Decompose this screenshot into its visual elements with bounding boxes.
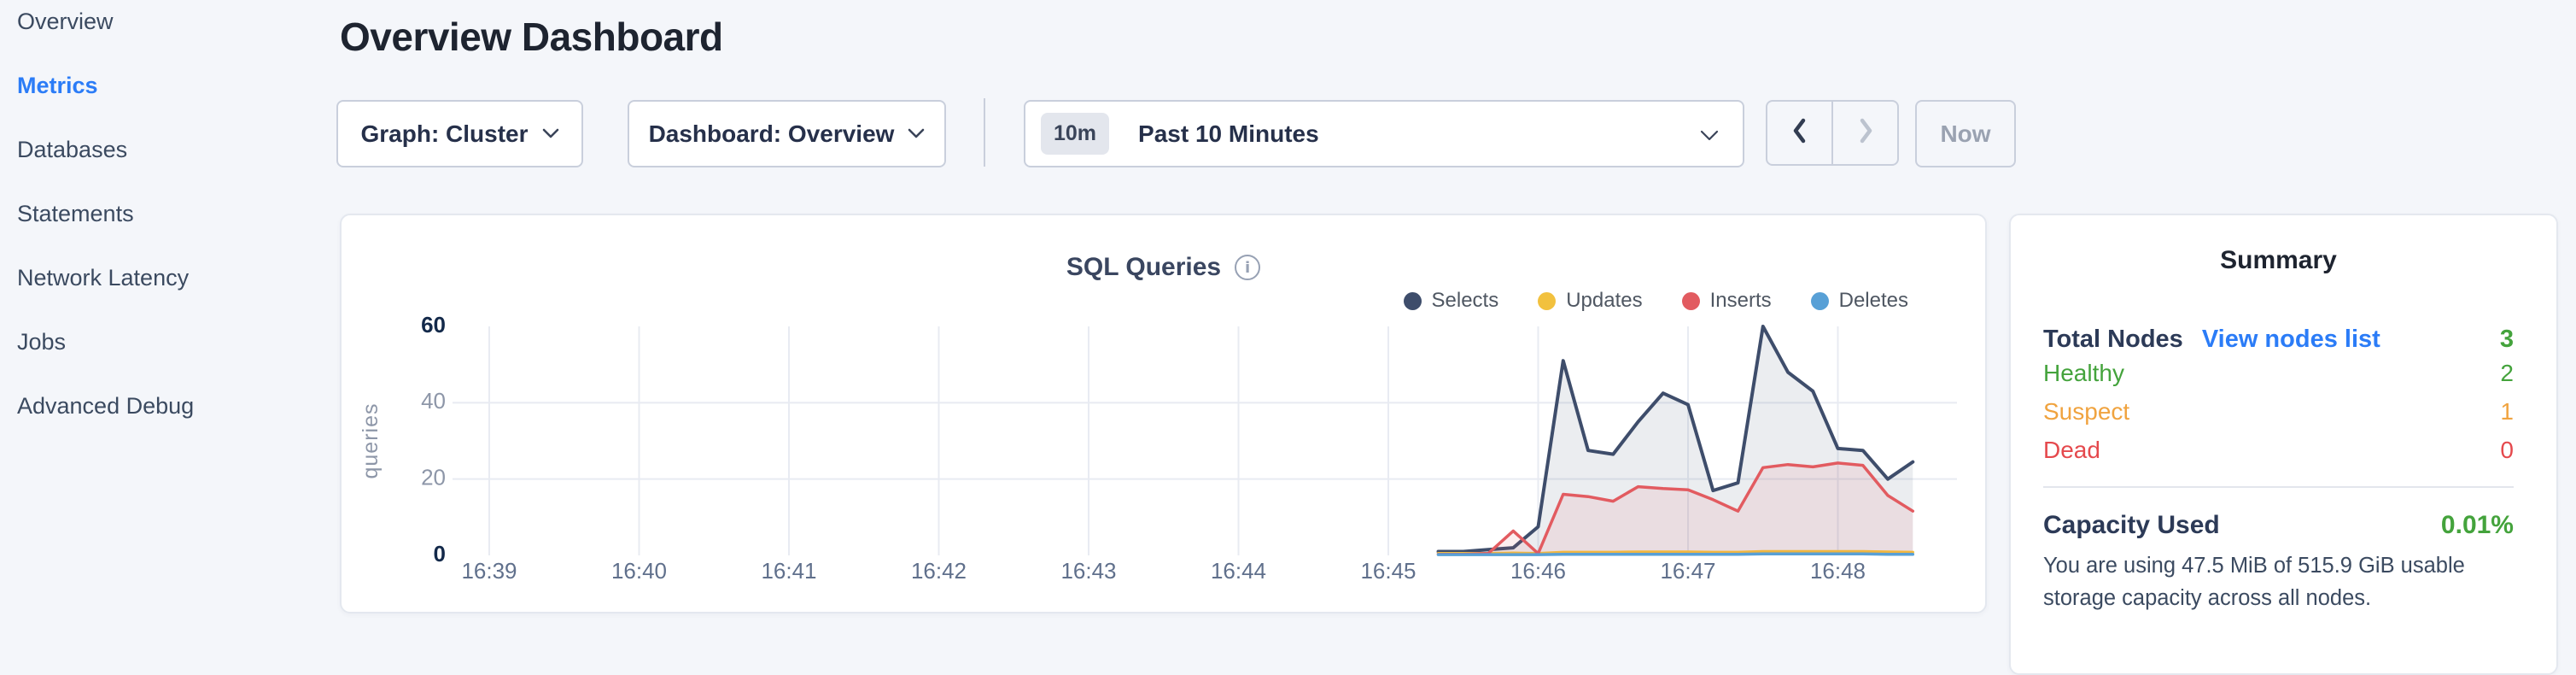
summary-panel: Summary Total Nodes View nodes list 3 He… (2009, 214, 2558, 675)
page-title: Overview Dashboard (340, 15, 723, 59)
sql-queries-chart: 16:39 16:40 16:41 16:42 16:43 16:44 16:45 16:46… (359, 312, 1957, 584)
graph-scope-dropdown-label: Graph: Cluster (360, 120, 529, 147)
svg-text:20: 20 (421, 465, 446, 490)
summary-divider (2043, 486, 2514, 488)
svg-text:16:47: 16:47 (1660, 558, 1715, 584)
total-nodes-value: 3 (2499, 326, 2514, 353)
toolbar-divider (984, 98, 985, 167)
legend-item-updates[interactable]: Updates (1538, 289, 1643, 313)
now-button[interactable]: Now (1915, 100, 2016, 167)
sql-queries-chart-card: SQL Queries i Selects Updates Inserts Delet… (340, 214, 1987, 613)
svg-text:0: 0 (434, 541, 446, 566)
legend-item-deletes[interactable]: Deletes (1810, 289, 1908, 313)
legend-item-selects[interactable]: Selects (1403, 289, 1499, 313)
svg-text:16:41: 16:41 (761, 558, 816, 584)
node-status-row-suspect: Suspect 1 (2043, 395, 2514, 429)
dashboard-dropdown-label: Dashboard: Overview (648, 120, 895, 147)
legend-label: Inserts (1709, 289, 1772, 312)
svg-text:16:45: 16:45 (1360, 558, 1416, 584)
total-nodes-row: Total Nodes View nodes list 3 (2043, 322, 2514, 356)
legend-dot-icon (1538, 291, 1557, 310)
sidebar-item-statements[interactable]: Statements (17, 201, 134, 226)
legend-dot-icon (1403, 291, 1422, 310)
svg-text:queries: queries (359, 403, 383, 479)
node-status-label: Dead (2043, 437, 2100, 463)
sidebar-item-network-latency[interactable]: Network Latency (17, 265, 190, 291)
node-status-label: Suspect (2043, 398, 2130, 425)
svg-text:16:44: 16:44 (1211, 558, 1266, 584)
sidebar-item-metrics[interactable]: Metrics (17, 73, 98, 98)
graph-scope-dropdown[interactable]: Graph: Cluster (336, 100, 583, 167)
node-status-label: Healthy (2043, 360, 2124, 386)
info-icon[interactable]: i (1235, 255, 1261, 280)
chevron-right-icon (1855, 117, 1876, 149)
node-status-rows: Healthy 2 Suspect 1 Dead 0 (2043, 356, 2514, 467)
view-nodes-list-link[interactable]: View nodes list (2201, 326, 2380, 353)
time-step-back-button[interactable] (1767, 102, 1833, 164)
dashboard-dropdown[interactable]: Dashboard: Overview (628, 100, 946, 167)
legend-label: Selects (1431, 289, 1499, 312)
sidebar-nav: Overview Metrics Databases Statements Networ… (0, 0, 333, 624)
capacity-description: You are using 47.5 MiB of 515.9 GiB usab… (2043, 554, 2465, 610)
capacity-used-value: 0.01% (2440, 511, 2514, 539)
legend-label: Updates (1566, 289, 1643, 312)
chevron-left-icon (1790, 117, 1810, 149)
sidebar-item-overview[interactable]: Overview (17, 9, 114, 34)
time-range-select[interactable]: 10m Past 10 Minutes (1024, 100, 1744, 167)
svg-text:16:43: 16:43 (1060, 558, 1116, 584)
sidebar-item-advanced-debug[interactable]: Advanced Debug (17, 393, 195, 419)
chart-title: SQL Queries (1066, 253, 1222, 281)
chevron-down-icon (542, 128, 559, 139)
svg-text:16:39: 16:39 (461, 558, 517, 584)
sidebar-item-databases[interactable]: Databases (17, 137, 128, 162)
svg-text:16:48: 16:48 (1810, 558, 1866, 584)
svg-text:40: 40 (421, 388, 446, 414)
chevron-down-icon (908, 128, 925, 139)
node-status-value: 1 (2500, 398, 2514, 425)
node-status-value: 0 (2500, 437, 2514, 463)
svg-text:16:46: 16:46 (1510, 558, 1566, 584)
time-step-forward-button[interactable] (1833, 102, 1897, 164)
node-status-row-healthy: Healthy 2 (2043, 356, 2514, 390)
summary-title: Summary (2220, 246, 2337, 274)
capacity-used-label: Capacity Used (2043, 511, 2220, 539)
capacity-used-row: Capacity Used 0.01% (2043, 508, 2514, 543)
chevron-down-icon (1700, 120, 1719, 148)
legend-item-inserts[interactable]: Inserts (1681, 289, 1772, 313)
time-step-button-group (1766, 100, 1899, 166)
svg-text:16:40: 16:40 (611, 558, 667, 584)
node-status-row-dead: Dead 0 (2043, 433, 2514, 467)
svg-text:16:42: 16:42 (911, 558, 967, 584)
node-status-value: 2 (2500, 360, 2514, 386)
time-range-badge: 10m (1041, 113, 1110, 155)
legend-dot-icon (1810, 291, 1829, 310)
legend-label: Deletes (1838, 289, 1908, 312)
legend-dot-icon (1681, 291, 1700, 310)
svg-text:60: 60 (421, 312, 446, 338)
sidebar-item-jobs[interactable]: Jobs (17, 329, 67, 355)
chart-legend: Selects Updates Inserts Deletes (1403, 289, 1908, 313)
time-range-value: Past 10 Minutes (1138, 120, 1319, 147)
total-nodes-label: Total Nodes (2043, 326, 2183, 353)
